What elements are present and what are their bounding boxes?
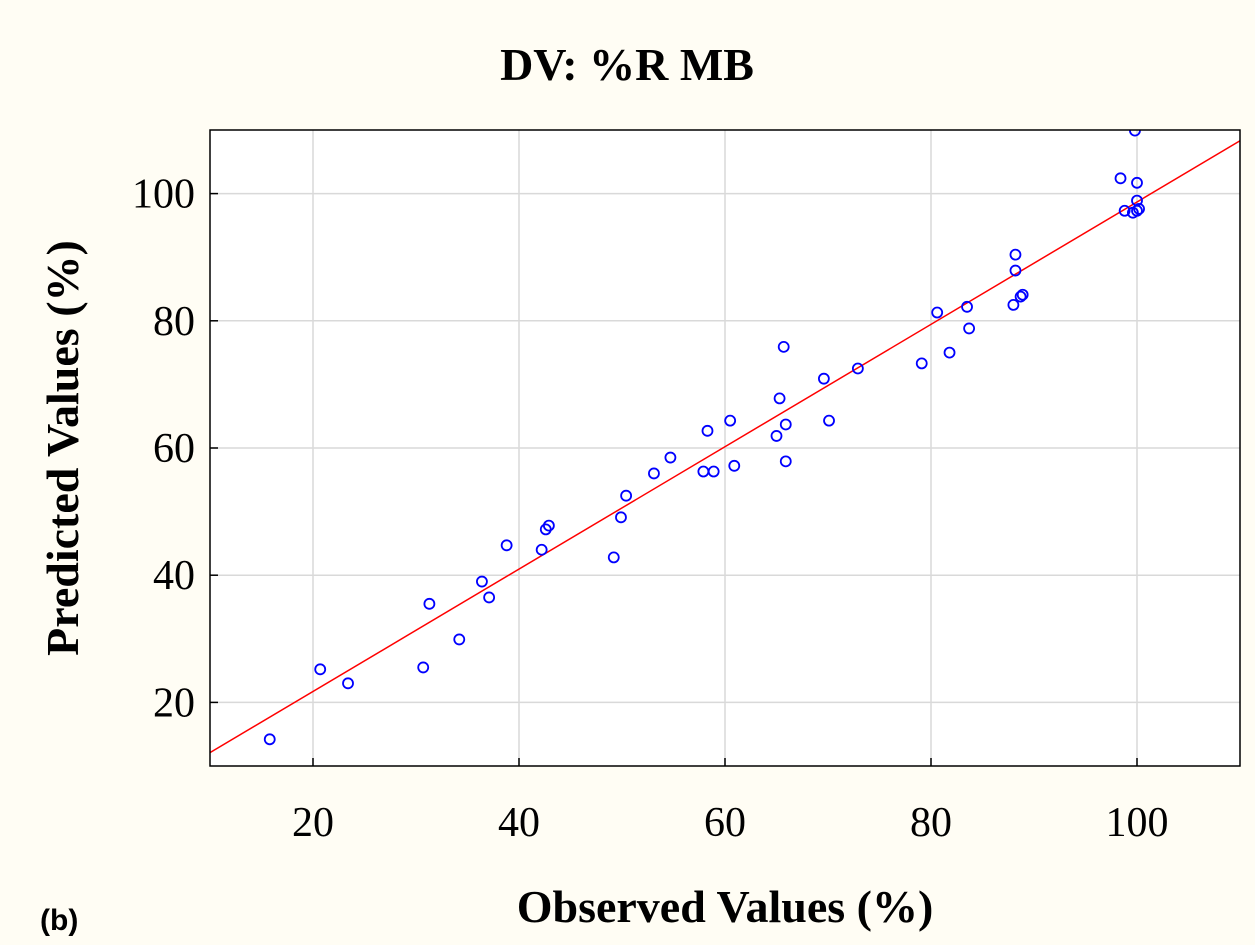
data-point (648, 467, 660, 480)
data-point (1009, 264, 1022, 277)
data-point (1131, 176, 1143, 189)
data-point (777, 340, 790, 353)
data-point (817, 372, 830, 385)
y-axis-label: Predicted Values (%) (37, 240, 88, 656)
chart-title: DV: %R MB (500, 39, 754, 90)
data-point (961, 300, 973, 313)
data-point (779, 418, 792, 431)
data-point (423, 597, 436, 610)
data-point (851, 362, 864, 375)
data-point (1014, 290, 1027, 303)
data-point (701, 424, 714, 437)
data-point (915, 357, 928, 370)
data-point (728, 459, 741, 472)
data-point (823, 414, 835, 427)
data-point (770, 430, 783, 442)
data-point (1016, 288, 1029, 301)
fit-line (210, 140, 1240, 754)
data-point (724, 414, 737, 427)
data-point (664, 451, 677, 464)
data-point (1007, 298, 1020, 311)
data-point (1118, 204, 1131, 217)
x-tick-label: 20 (292, 800, 334, 846)
data-point (615, 511, 627, 524)
data-point (483, 591, 496, 604)
data-point (1133, 202, 1145, 215)
y-tick-label: 40 (153, 553, 195, 599)
data-point (417, 661, 430, 674)
data-point (1114, 172, 1127, 185)
y-tick-label: 80 (153, 299, 195, 345)
x-tick-label: 60 (704, 800, 746, 846)
data-point (707, 465, 720, 478)
data-point (314, 663, 327, 676)
data-point (1131, 194, 1143, 207)
data-point (931, 306, 944, 319)
x-tick-label: 100 (1106, 800, 1169, 846)
data-point (607, 551, 620, 564)
data-point (620, 489, 633, 502)
data-point (500, 539, 513, 552)
data-point (943, 346, 956, 359)
y-tick-label: 60 (153, 426, 195, 472)
y-tick-label: 20 (153, 680, 195, 726)
data-point (779, 455, 792, 468)
x-tick-label: 80 (910, 800, 952, 846)
data-point (535, 543, 548, 556)
data-point (1009, 248, 1022, 261)
y-tick-label: 100 (132, 172, 195, 218)
data-point (263, 733, 276, 746)
data-point (963, 322, 976, 335)
data-point (542, 519, 555, 532)
data-point (342, 677, 354, 690)
data-point (476, 575, 488, 588)
panel-label: (b) (40, 904, 78, 937)
data-point (453, 633, 466, 646)
x-tick-label: 40 (498, 800, 540, 846)
x-axis-label: Observed Values (%) (517, 881, 934, 932)
data-point (773, 392, 786, 405)
